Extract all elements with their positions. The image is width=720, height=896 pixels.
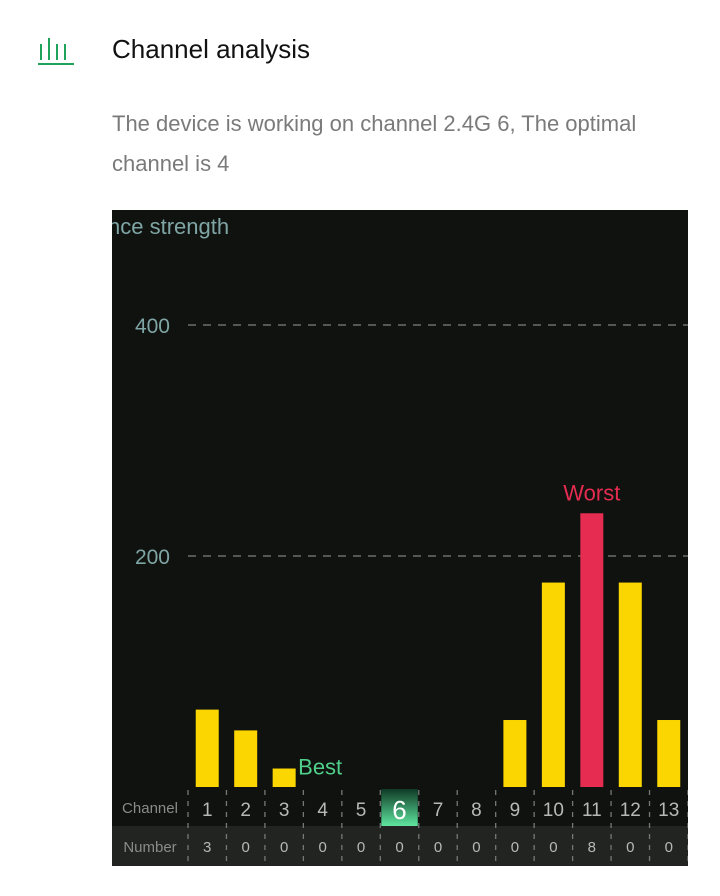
channel-label: 13 <box>658 800 679 821</box>
ap-count: 3 <box>203 839 211 856</box>
page-title: Channel analysis <box>112 34 311 64</box>
channel-label: 8 <box>471 800 482 821</box>
ap-count: 0 <box>665 839 673 856</box>
bar-chart-icon <box>38 34 74 66</box>
channel-label: 12 <box>620 800 641 821</box>
bar-channel-3 <box>272 768 296 787</box>
bar-channel-10 <box>541 582 565 787</box>
ap-count: 0 <box>280 839 288 856</box>
channel-label: 7 <box>433 800 444 821</box>
ap-count: 0 <box>434 839 442 856</box>
channel-label: 6 <box>392 795 406 825</box>
number-row-bg <box>112 826 688 866</box>
ap-count: 0 <box>242 839 250 856</box>
channel-label: 4 <box>317 800 328 821</box>
bar-channel-13 <box>657 720 681 787</box>
ap-count: 8 <box>588 839 596 856</box>
bar-channel-1 <box>195 709 219 787</box>
current-channel-highlight <box>381 789 418 826</box>
channel-label: 11 <box>582 800 602 821</box>
y-tick-label: 200 <box>135 546 170 569</box>
y-tick-label: 400 <box>135 315 170 338</box>
ap-count: 0 <box>511 839 519 856</box>
ap-count: 0 <box>626 839 634 856</box>
bar-channel-12 <box>618 582 642 787</box>
ap-count: 0 <box>472 839 480 856</box>
ap-count: 0 <box>318 839 326 856</box>
y-axis-label: nce strength <box>112 214 229 239</box>
channel-row-label: Channel <box>122 800 178 817</box>
channel-label: 1 <box>202 800 213 821</box>
channel-label: 10 <box>543 800 564 821</box>
bar-channel-11 <box>580 513 604 787</box>
channel-label: 3 <box>279 800 290 821</box>
channel-label: 9 <box>510 800 521 821</box>
ap-count: 0 <box>549 839 557 856</box>
ap-count: 0 <box>357 839 365 856</box>
bar-channel-2 <box>234 730 258 787</box>
best-label: Best <box>298 755 342 780</box>
bar-channel-9 <box>503 720 527 787</box>
channel-chart: nce strength 200 400 Channel Number 1 3 2 0 3 0 Bes… <box>112 210 688 866</box>
channel-label: 5 <box>356 800 367 821</box>
number-row-label: Number <box>123 839 176 856</box>
ap-count: 0 <box>395 839 403 856</box>
channel-label: 2 <box>240 800 251 821</box>
chart-svg: nce strength200400ChannelNumber132030Bes… <box>112 214 688 866</box>
worst-label: Worst <box>563 480 620 505</box>
channel-description: The device is working on channel 2.4G 6,… <box>112 111 637 176</box>
